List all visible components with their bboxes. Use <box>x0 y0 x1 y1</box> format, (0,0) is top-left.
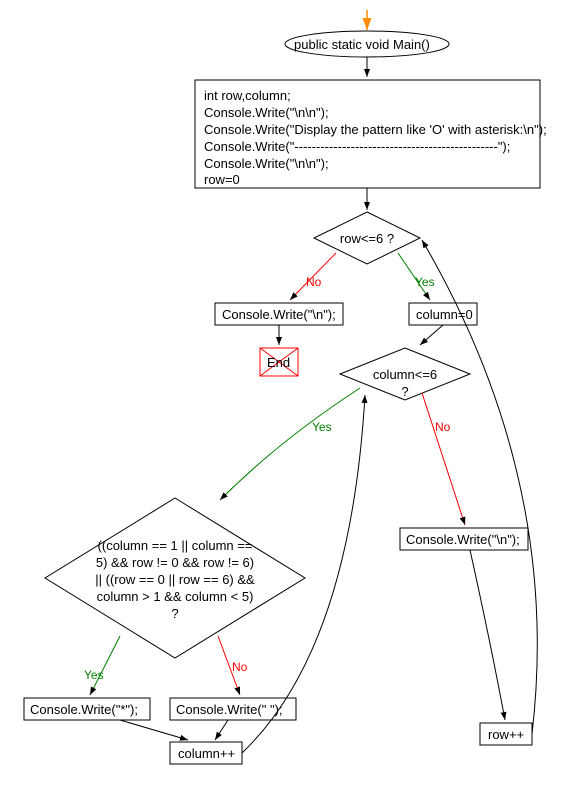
edge-condcol-yes <box>220 388 360 500</box>
edge-newline-rowinc <box>470 550 505 720</box>
edge-label-no-3: No <box>232 660 247 674</box>
edge-label-yes-1: Yes <box>415 275 435 289</box>
cond-row-label: row<=6 ? <box>338 231 396 248</box>
edge-space-colinc <box>215 720 228 740</box>
col-zero-label: column=0 <box>416 307 473 324</box>
write-star-label: Console.Write("*"); <box>30 702 138 719</box>
col-inc-label: column++ <box>178 746 235 763</box>
edge-label-yes-2: Yes <box>312 420 332 434</box>
edge-condbig-yes <box>90 636 120 695</box>
row-inc-label: row++ <box>488 727 524 744</box>
init-label: int row,column; Console.Write("\n\n"); C… <box>204 88 547 189</box>
final-write-label: Console.Write("\n"); <box>222 307 336 324</box>
write-space-label: Console.Write(" "); <box>176 702 283 719</box>
edge-colzero-condcol <box>420 325 443 345</box>
edge-label-no-1: No <box>306 275 321 289</box>
edge-star-colinc <box>120 720 188 740</box>
edge-condcol-no <box>422 393 465 525</box>
edge-label-no-2: No <box>435 420 450 434</box>
end-label: End <box>267 355 290 372</box>
cond-col-label: column<=6 ? <box>368 367 442 401</box>
cond-big-label: ((column == 1 || column == 5) && row != … <box>95 538 255 622</box>
start-label: public static void Main() <box>294 37 430 54</box>
edge-label-yes-3: Yes <box>84 668 104 682</box>
row-newline-label: Console.Write("\n"); <box>406 532 520 549</box>
